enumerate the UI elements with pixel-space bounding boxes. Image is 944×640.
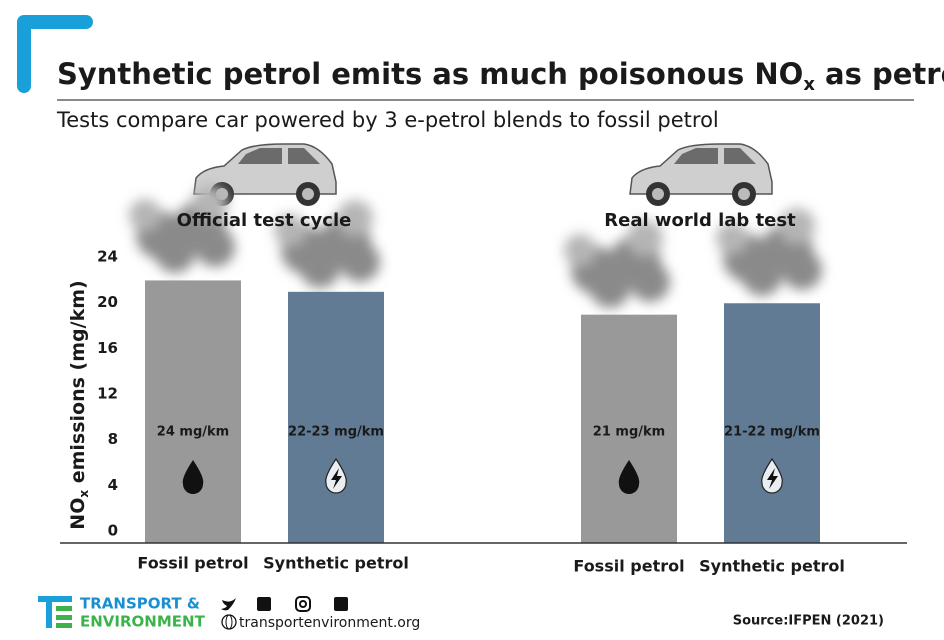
brand-corner (17, 15, 93, 93)
x-tick-label: Synthetic petrol (699, 557, 845, 576)
bar (145, 280, 241, 543)
title-part: as petrol (815, 57, 944, 91)
y-axis-label: NOx emissions (mg/km) (67, 280, 91, 529)
x-tick-label: Synthetic petrol (263, 554, 409, 573)
bar (724, 303, 820, 543)
y-tick-label: 24 (97, 248, 118, 266)
bar (288, 291, 384, 543)
y-tick-label: 20 (97, 293, 118, 311)
y-label-part: NO (67, 498, 89, 530)
social-icons (221, 596, 348, 630)
smoke (564, 220, 670, 308)
x-tick-label: Fossil petrol (137, 554, 248, 573)
bar-annotation: 24 mg/km (157, 425, 229, 440)
brand-line: TRANSPORT & (80, 595, 200, 613)
source: Source:IFPEN (2021) (733, 614, 884, 629)
y-label-part: x (77, 490, 91, 498)
title-part: x (803, 74, 815, 95)
te-logo (38, 596, 72, 628)
group-label: Official test cycle (177, 210, 352, 231)
bar-annotation: 21-22 mg/km (724, 425, 820, 440)
y-tick-label: 0 (108, 522, 118, 540)
car-icon (629, 143, 773, 207)
y-tick-label: 4 (108, 476, 118, 494)
y-tick-label: 12 (97, 385, 118, 403)
bar-annotation: 22-23 mg/km (288, 425, 384, 440)
y-tick-label: 8 (108, 430, 118, 448)
y-tick-label: 16 (97, 339, 118, 357)
x-tick-label: Fossil petrol (573, 557, 684, 576)
title-part: Synthetic petrol emits as much poisonous… (57, 57, 803, 91)
chart-title: Synthetic petrol emits as much poisonous… (57, 57, 944, 95)
y-label-part: emissions (mg/km) (67, 280, 89, 490)
chart-subtitle: Tests compare car powered by 3 e-petrol … (56, 108, 719, 132)
brand-line: ENVIRONMENT (80, 613, 206, 631)
bar-annotation: 21 mg/km (593, 425, 665, 440)
group-label: Real world lab test (604, 210, 796, 231)
bar (581, 314, 677, 543)
website: transportenvironment.org (239, 615, 420, 631)
